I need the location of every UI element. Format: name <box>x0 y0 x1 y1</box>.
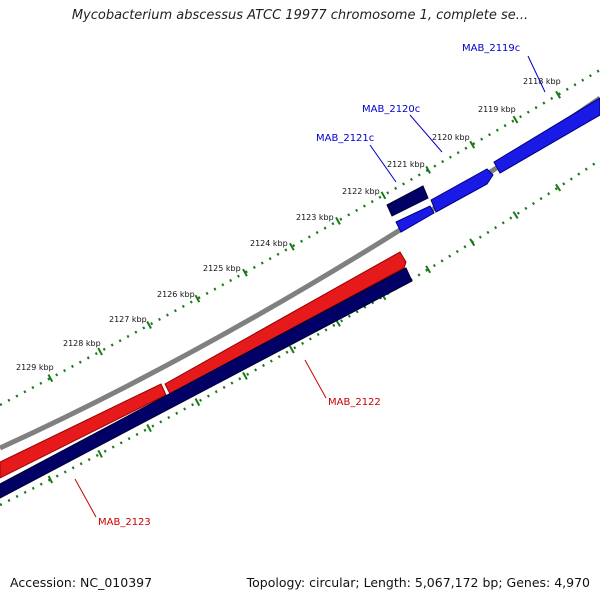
ruler-label: 2118 kbp <box>523 77 561 86</box>
ruler-tick <box>97 449 103 458</box>
label-MAB_2122[interactable]: MAB_2122 <box>328 397 381 408</box>
ruler-tick <box>242 371 248 380</box>
gene-MAB_2123-red[interactable] <box>0 383 167 479</box>
ruler-tick <box>555 183 562 192</box>
forward-strand-genes <box>386 97 600 233</box>
ruler-tick <box>512 115 519 124</box>
ruler-label: 2129 kbp <box>16 363 54 372</box>
ruler-tick <box>425 265 432 274</box>
ruler-label: 2126 kbp <box>157 290 195 299</box>
ruler-tick <box>97 347 103 356</box>
gene-MAB_2120c-start[interactable] <box>395 205 435 233</box>
connector-MAB_2121c <box>369 144 397 183</box>
ruler-label: 2128 kbp <box>63 339 101 348</box>
ruler-tick <box>242 268 248 277</box>
gene-MAB_2120c[interactable] <box>430 168 494 213</box>
ruler-tick <box>289 242 295 251</box>
outer-major-ticks <box>47 90 561 383</box>
label-MAB_2123[interactable]: MAB_2123 <box>98 517 151 528</box>
genome-info-text: Topology: circular; Length: 5,067,172 bp… <box>246 575 590 590</box>
label-MAB_2120c[interactable]: MAB_2120c <box>362 104 420 115</box>
ruler-label: 2125 kbp <box>203 264 241 273</box>
ruler-label: 2124 kbp <box>250 239 288 248</box>
gene-MAB_2123[interactable] <box>0 267 413 499</box>
ruler-label: 2119 kbp <box>478 105 516 114</box>
ruler-label: 2121 kbp <box>387 160 425 169</box>
label-MAB_2121c[interactable]: MAB_2121c <box>316 133 374 144</box>
ruler-tick <box>555 90 561 99</box>
ruler-tick <box>335 216 341 225</box>
ruler-labels: 2118 kbp 2119 kbp 2120 kbp 2121 kbp 2122 kbp… <box>16 77 561 372</box>
connector-MAB_2119c <box>527 55 546 93</box>
ruler-tick <box>194 294 201 303</box>
ruler-tick <box>469 238 476 247</box>
map-title: Mycobacterium abscessus ATCC 19977 chrom… <box>71 8 529 23</box>
ruler-tick <box>469 140 476 149</box>
ruler-tick <box>146 424 152 433</box>
ruler-tick <box>146 321 152 329</box>
connector-MAB_2120c <box>409 114 443 153</box>
gene-MAB_2122[interactable] <box>164 251 407 395</box>
label-MAB_2119c[interactable]: MAB_2119c <box>462 43 520 54</box>
ruler-label: 2127 kbp <box>109 315 147 324</box>
ruler-label: 2122 kbp <box>342 187 380 196</box>
ruler-tick <box>194 398 201 407</box>
ruler-label: 2123 kbp <box>296 213 334 222</box>
outer-ruler-ring <box>0 68 600 407</box>
inner-major-ticks <box>47 183 562 484</box>
accession-text: Accession: NC_010397 <box>10 575 153 590</box>
ruler-tick <box>289 345 295 354</box>
ruler-tick <box>425 165 431 174</box>
gene-MAB_2119c[interactable] <box>493 97 600 174</box>
connector-MAB_2122 <box>304 359 327 399</box>
ruler-tick <box>47 475 54 484</box>
genome-backbone <box>0 95 600 451</box>
gene-label-connectors <box>74 55 546 518</box>
ruler-tick <box>47 374 54 383</box>
ruler-tick <box>380 191 387 200</box>
ruler-tick <box>512 211 519 219</box>
ruler-label: 2120 kbp <box>432 133 470 142</box>
gene-MAB_2121c[interactable] <box>386 185 429 217</box>
gene-labels: MAB_2119c MAB_2120c MAB_2121c MAB_2122 M… <box>98 43 520 528</box>
reverse-strand-genes <box>0 251 413 499</box>
connector-MAB_2123 <box>74 478 97 518</box>
